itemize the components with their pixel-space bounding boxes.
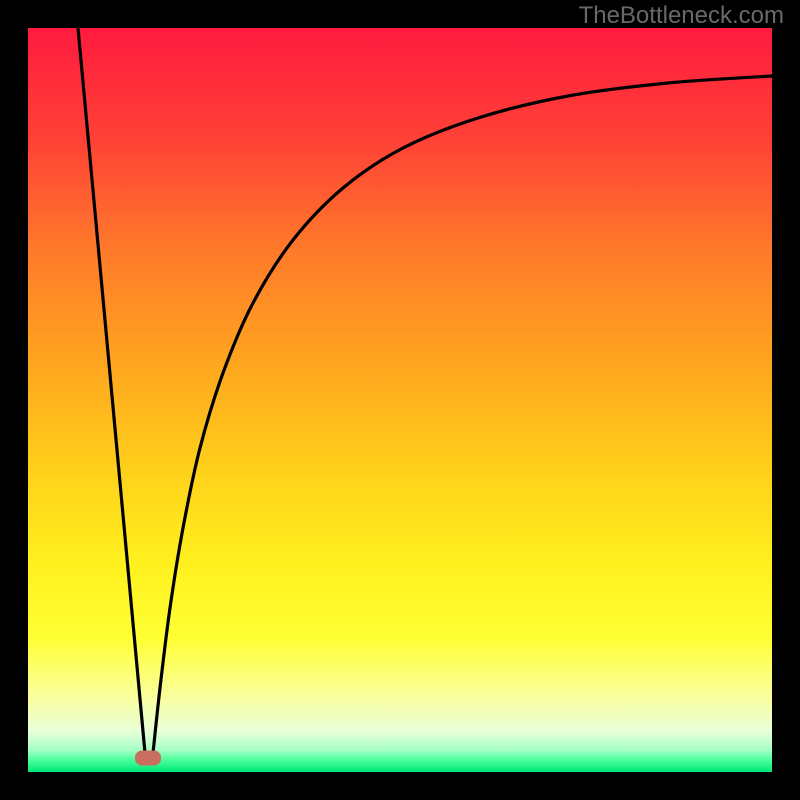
optimum-marker xyxy=(135,751,161,766)
frame-right xyxy=(772,0,800,800)
gradient-background xyxy=(28,28,772,772)
watermark-text: TheBottleneck.com xyxy=(579,2,784,30)
plot-area xyxy=(28,28,772,772)
frame-bottom xyxy=(0,772,800,800)
bottleneck-curve xyxy=(78,28,772,753)
frame-left xyxy=(0,0,28,800)
